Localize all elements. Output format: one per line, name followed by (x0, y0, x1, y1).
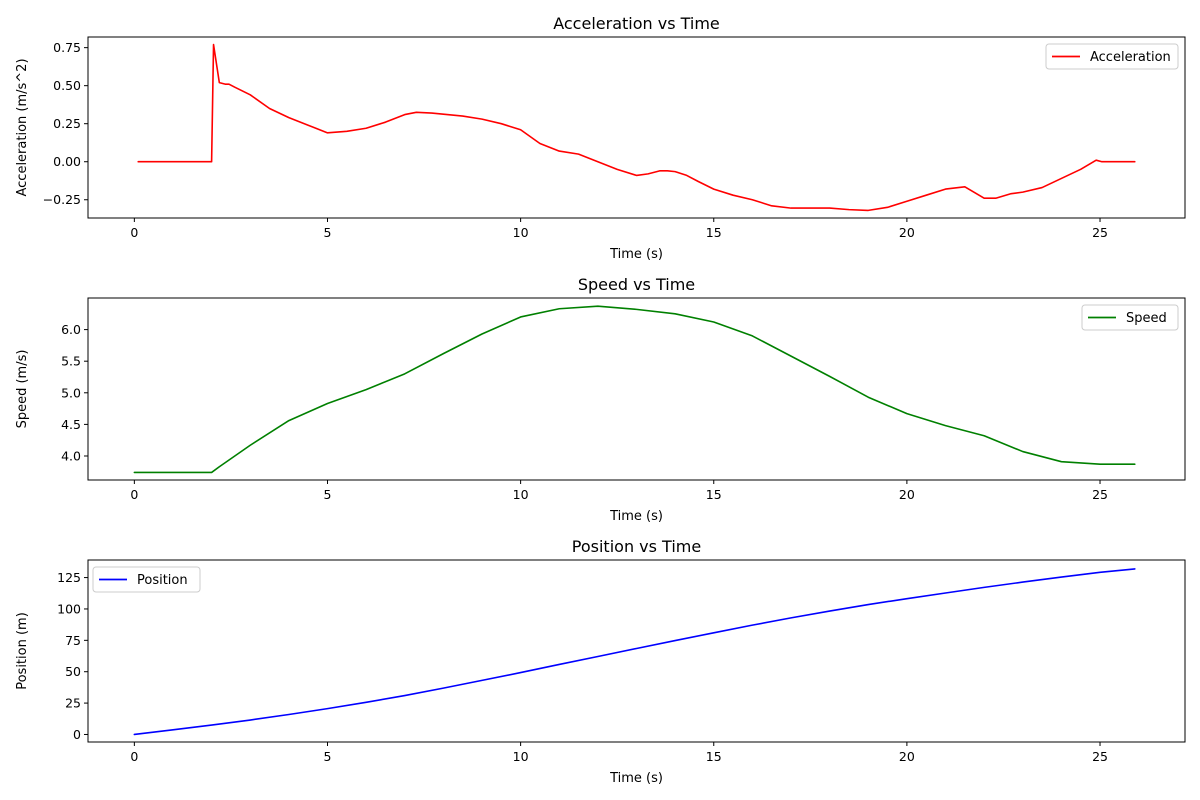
y-tick-label: 6.0 (61, 322, 81, 337)
series-line-position (133, 568, 1136, 736)
axes-frame (87, 36, 1186, 219)
legend: Position (92, 566, 201, 593)
y-tick-label: 0 (73, 727, 81, 742)
y-tick-label: 5.0 (61, 385, 81, 400)
x-tick-label: 0 (130, 487, 138, 502)
y-tick-label: 100 (57, 601, 81, 616)
x-tick-label: 10 (513, 749, 529, 764)
series-line-speed (133, 305, 1136, 474)
y-tick-label: 0.25 (53, 116, 81, 131)
y-tick-label: 0.75 (53, 40, 81, 55)
legend-box (1045, 43, 1179, 70)
x-tick-label: 5 (324, 749, 332, 764)
y-axis-label: Position (m) (15, 612, 30, 690)
y-tick-label: 25 (65, 696, 81, 711)
x-tick-label: 5 (324, 487, 332, 502)
y-tick-label: 4.5 (61, 417, 81, 432)
subplot-3: Position vs Time 0 5 10 15 20 25 0 25 50 75 100 125 T… (15, 537, 1186, 786)
x-tick-label: 10 (513, 487, 529, 502)
legend-box (1081, 304, 1179, 331)
y-tick-label: 50 (65, 664, 81, 679)
x-tick-label: 15 (706, 487, 722, 502)
x-tick-label: 15 (706, 225, 722, 240)
y-axis-label: Acceleration (m/s^2) (15, 58, 30, 196)
legend-box (92, 566, 201, 593)
legend-label: Speed (1126, 311, 1167, 326)
axes-frame (87, 559, 1186, 743)
x-tick-label: 25 (1092, 487, 1108, 502)
x-tick-label: 15 (706, 749, 722, 764)
subplots: Acceleration vs Time 0 5 10 15 20 25 −0.25 0.00 0… (15, 14, 1186, 786)
y-tick-label: 0.50 (53, 78, 81, 93)
x-tick-label: 0 (130, 749, 138, 764)
x-tick-label: 0 (130, 225, 138, 240)
legend: Speed (1081, 304, 1179, 331)
x-tick-label: 20 (899, 749, 915, 764)
x-tick-label: 10 (513, 225, 529, 240)
y-tick-label: 75 (65, 633, 81, 648)
x-axis-label: Time (s) (609, 509, 663, 524)
y-tick-label: 4.0 (61, 448, 81, 463)
y-tick-label: 125 (57, 570, 81, 585)
x-tick-label: 25 (1092, 225, 1108, 240)
legend-label: Position (137, 573, 188, 588)
x-axis-label: Time (s) (609, 247, 663, 262)
legend-label: Acceleration (1090, 50, 1171, 65)
x-tick-label: 5 (324, 225, 332, 240)
x-tick-label: 20 (899, 487, 915, 502)
x-axis-label: Time (s) (609, 771, 663, 786)
chart-title: Acceleration vs Time (553, 14, 720, 33)
y-tick-label: −0.25 (43, 192, 81, 207)
y-tick-label: 0.00 (53, 154, 81, 169)
chart-title: Position vs Time (572, 537, 701, 556)
x-tick-label: 20 (899, 225, 915, 240)
series-line-acceleration (137, 43, 1136, 212)
chart-title: Speed vs Time (578, 275, 695, 294)
subplot-1: Acceleration vs Time 0 5 10 15 20 25 −0.25 0.00 0… (15, 14, 1186, 262)
axes-frame (87, 297, 1186, 481)
x-tick-label: 25 (1092, 749, 1108, 764)
y-axis-label: Speed (m/s) (15, 350, 30, 429)
y-tick-label: 5.5 (61, 354, 81, 369)
subplot-2: Speed vs Time 0 5 10 15 20 25 4.0 4.5 5.0 5.5 6.0 Ti… (15, 275, 1186, 524)
legend: Acceleration (1045, 43, 1179, 70)
